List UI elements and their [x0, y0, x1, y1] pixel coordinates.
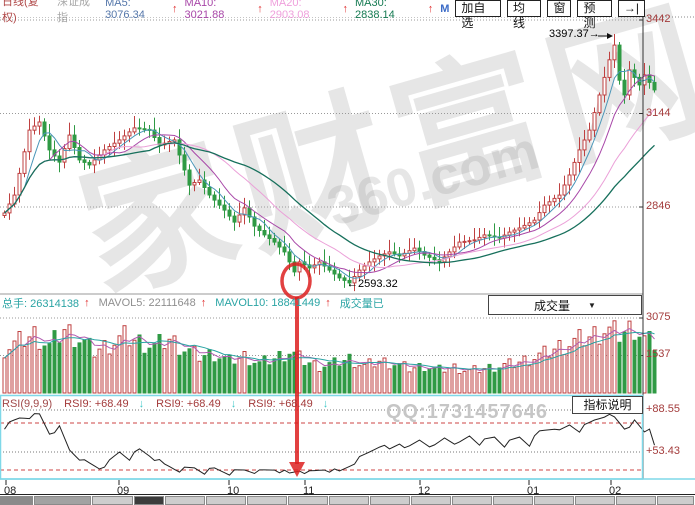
volume-axis-label: 3075 — [646, 311, 671, 323]
left-arrow-icon: ← — [347, 278, 358, 290]
scrollbar-segment[interactable] — [657, 496, 694, 505]
rsi9-value: RSI9: +68.49 — [64, 398, 129, 410]
forecast-button[interactable]: 预测 — [577, 0, 612, 30]
indicator-dropdown-label: 成交量 — [534, 298, 571, 313]
scrollbar-segment[interactable] — [288, 496, 328, 505]
rsi-header: RSI(9,9,9) RSI9: +68.49 ↓ RSI9: +68.49 ↓… — [2, 398, 328, 410]
rsi-title[interactable]: RSI(9,9,9) — [2, 398, 53, 410]
ma10-value: MA10: 3021.88 — [184, 0, 225, 21]
mavol5-value: MAVOL5: 22111648 — [98, 297, 196, 309]
scrollbar[interactable] — [0, 494, 695, 505]
window-button[interactable]: 窗 — [547, 0, 572, 17]
period-label[interactable]: 日线(复权) — [2, 0, 39, 24]
price-axis-label: 3442 — [646, 13, 671, 25]
scrollbar-segment[interactable] — [206, 496, 246, 505]
low-annotation: ←2593.32 — [347, 278, 398, 290]
top-bar: 日线(复权) 深证成指 MA5: 3076.34 ↑ MA10: 3021.88… — [0, 0, 646, 30]
price-axis-label: 3144 — [646, 107, 671, 119]
indicator-help-button[interactable]: 指标说明 — [572, 396, 643, 414]
up-arrow-icon: ↑ — [427, 2, 434, 15]
scrollbar-segment[interactable] — [575, 496, 615, 505]
volume-axis-label: 1537 — [646, 348, 671, 360]
scrollbar-segment[interactable] — [134, 496, 164, 505]
watermark-qq: QQ:1731457646 — [386, 401, 549, 423]
scrollbar-segment[interactable] — [452, 496, 492, 505]
down-arrow-icon: ↓ — [138, 398, 145, 410]
ma5-value: MA5: 3076.34 — [105, 0, 145, 21]
x-axis-label: 11 — [303, 485, 315, 497]
scrollbar-segment[interactable] — [411, 496, 451, 505]
ma60-partial-label: M — [440, 2, 450, 15]
scrollbar-segment[interactable] — [616, 496, 656, 505]
scrollbar-segment[interactable] — [247, 496, 287, 505]
ma30-value: MA30: 2838.14 — [354, 0, 395, 21]
scrollbar-segment[interactable] — [534, 496, 574, 505]
mavol10-value: MAVOL10: 18841449 — [215, 297, 321, 309]
scrollbar-segment[interactable] — [329, 496, 369, 505]
up-arrow-icon: ↑ — [325, 297, 331, 309]
scrollbar-segment[interactable] — [34, 496, 91, 505]
scrollbar-segment[interactable] — [370, 496, 410, 505]
up-arrow-icon: ↑ — [84, 297, 90, 309]
volume-note: 成交量已 — [339, 298, 384, 310]
high-annotation: 3397.37→ — [549, 28, 600, 40]
scrollbar-segment[interactable] — [165, 496, 205, 505]
ma20-value: MA20: 2903.08 — [269, 0, 310, 21]
down-arrow-icon: ↓ — [230, 398, 237, 410]
volume-header: 总手: 26314138 ↑ MAVOL5: 22111648 ↑ MAVOL1… — [0, 294, 487, 312]
scrollbar-segment[interactable] — [0, 496, 33, 505]
chevron-down-icon: ▼ — [588, 300, 596, 310]
up-arrow-icon: ↑ — [257, 2, 263, 15]
indicator-dropdown[interactable]: 成交量 ▼ — [488, 295, 642, 315]
rsi9-value: RSI9: +68.49 — [248, 398, 313, 410]
add-favorite-button[interactable]: 加自选 — [455, 0, 502, 30]
ma-settings-button[interactable]: 均线 — [507, 0, 542, 30]
rsi-axis-label: +88.55 — [646, 403, 680, 415]
scrollbar-segment[interactable] — [493, 496, 533, 505]
rsi-axis-label: +53.43 — [646, 445, 680, 457]
right-arrow-icon: → — [588, 28, 600, 40]
down-arrow-icon: ↓ — [322, 398, 329, 410]
volume-total: 总手: 26314138 — [2, 298, 80, 310]
symbol-name: 深证成指 — [56, 0, 90, 24]
collapse-arrow-icon[interactable]: →| — [617, 0, 646, 17]
up-arrow-icon: ↑ — [342, 2, 348, 15]
scrollbar-segment[interactable] — [92, 496, 133, 505]
up-arrow-icon: ↑ — [172, 2, 178, 15]
up-arrow-icon: ↑ — [200, 297, 207, 309]
price-axis-label: 2846 — [646, 200, 671, 212]
rsi9-value: RSI9: +68.49 — [156, 398, 221, 410]
